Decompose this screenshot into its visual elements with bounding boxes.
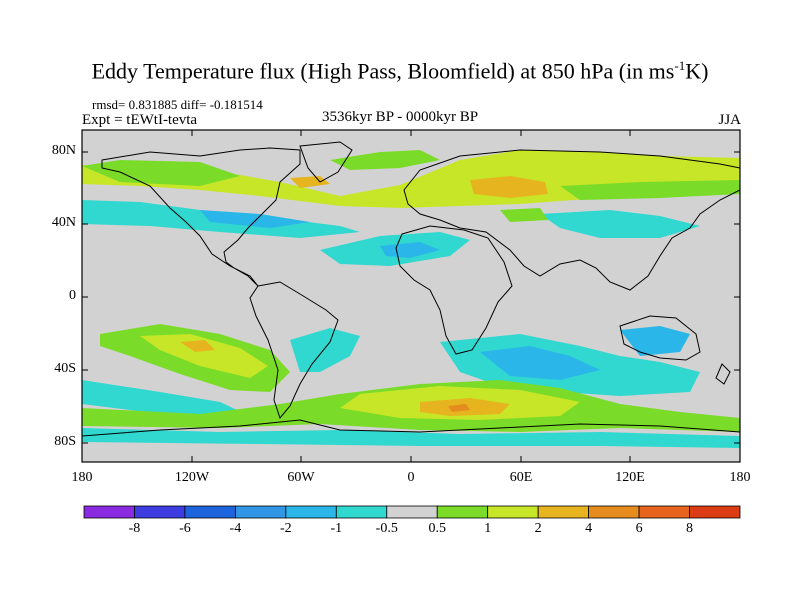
field-region-nh-green-west <box>330 150 440 170</box>
coastlines <box>82 141 740 437</box>
colorbar-swatch-4 <box>285 505 337 519</box>
lon-label-1: 120W <box>174 470 210 485</box>
field-region-southern-ocean-red <box>448 404 470 412</box>
lon-label-3: 0 <box>407 470 415 485</box>
field-region-pacific-green <box>500 208 548 222</box>
lon-label-4: 60E <box>509 470 533 485</box>
colorbar-label-6: 0.5 <box>428 521 446 536</box>
colorbar-swatch-6 <box>386 505 438 519</box>
coast-north-america <box>101 147 301 287</box>
axis-ticks <box>81 130 741 462</box>
colorbar-label-2: -4 <box>229 521 242 536</box>
lon-label-2: 60W <box>287 470 315 485</box>
colorbar-label-7: 1 <box>484 521 492 536</box>
field-region-nh-green-east <box>560 180 740 200</box>
lon-label-6: 180 <box>729 470 751 485</box>
colorbar-swatch-10 <box>588 505 640 519</box>
map-field <box>82 130 740 462</box>
field-region-sh-pacific-yellow <box>140 334 268 378</box>
colorbar-swatch-3 <box>234 505 287 519</box>
coast-australia <box>619 315 701 361</box>
colorbar-swatch-0 <box>83 505 135 519</box>
field-region-nh-orange <box>470 176 548 198</box>
lat-label-2: 0 <box>69 288 76 303</box>
colorbar-label-5: -0.5 <box>375 521 398 536</box>
colorbar-label-11: 8 <box>686 521 694 536</box>
field-region-sa-blue <box>290 328 360 372</box>
period-label: 3536kyr BP - 0000kyr BP <box>321 109 479 125</box>
lon-label-0: 180 <box>71 470 93 485</box>
colorbar-swatch-12 <box>689 505 741 519</box>
stats-label: rmsd= 0.831885 diff= -0.181514 <box>92 97 263 112</box>
lat-label-3: 40S <box>54 361 76 376</box>
colorbar-swatch-1 <box>134 505 186 519</box>
colorbar-label-10: 6 <box>635 521 643 536</box>
colorbar-label-9: 4 <box>585 521 593 536</box>
plot-title: Eddy Temperature flux (High Pass, Bloomf… <box>91 58 709 84</box>
colorbar <box>83 505 741 519</box>
lat-label-1: 40N <box>51 215 76 230</box>
field-region-indian-deep <box>480 346 600 380</box>
colorbar-label-3: -2 <box>280 521 292 536</box>
field-region-mideast-deep <box>380 242 440 258</box>
colorbar-label-1: -6 <box>179 521 191 536</box>
colorbar-swatch-9 <box>537 505 590 519</box>
experiment-label: Expt = tEWtI-tevta <box>82 112 198 128</box>
coast-eurasia <box>403 149 740 291</box>
colorbar-label-0: -8 <box>128 521 141 536</box>
coast-new-zealand <box>715 363 731 385</box>
colorbar-swatch-11 <box>638 505 690 519</box>
colorbar-swatch-2 <box>184 505 236 519</box>
field-region-nh-atlantic-deep <box>200 210 310 228</box>
field-region-sh-pacific-south-blue <box>82 380 250 420</box>
colorbar-label-8: 2 <box>534 521 542 536</box>
coast-south-america <box>249 281 339 420</box>
colorbar-swatch-5 <box>335 505 388 519</box>
coast-africa <box>395 225 513 355</box>
coast-greenland <box>299 141 353 183</box>
season-label: JJA <box>718 112 741 128</box>
field-region-nh-orange-2 <box>290 176 330 188</box>
field-region-nh-green <box>82 160 240 186</box>
colorbar-swatch-8 <box>487 505 539 519</box>
colorbar-swatch-7 <box>436 505 489 519</box>
lat-label-4: 80S <box>54 434 76 449</box>
field-region-aus-blue <box>620 326 690 356</box>
coast-antarctica <box>82 419 740 437</box>
lat-label-0: 80N <box>51 143 76 158</box>
field-region-sh-pacific-orange <box>180 340 215 352</box>
field-region-pacific-blue <box>540 210 700 238</box>
lon-label-5: 120E <box>615 470 645 485</box>
colorbar-label-4: -1 <box>330 521 343 536</box>
field-region-antarctic-blue <box>82 428 740 448</box>
